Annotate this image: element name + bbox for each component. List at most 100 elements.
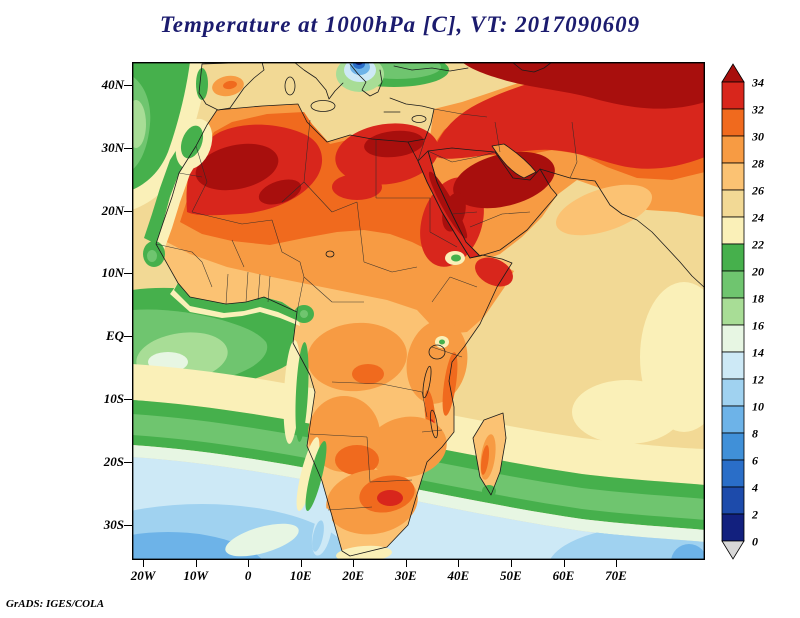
colorbar-label: 26 <box>751 184 764 198</box>
colorbar-segment <box>721 243 745 272</box>
lake-victoria <box>428 344 446 360</box>
lon-tick-label: 0 <box>244 568 252 583</box>
italy-coast <box>293 62 344 100</box>
colorbar-label: 28 <box>751 157 764 171</box>
lon-tick-label: 20W <box>130 568 156 583</box>
persian-gulf <box>492 144 536 178</box>
lat-tick-mark <box>124 336 132 338</box>
angola-coast-green-strip <box>295 342 309 442</box>
lon-tick-label: 60E <box>552 568 575 583</box>
lake-chad <box>325 250 335 258</box>
colorbar-label: 22 <box>751 238 764 252</box>
lon-tick-label: 30E <box>394 568 417 583</box>
lat-tick-mark <box>124 461 132 463</box>
colorbar-label: 34 <box>751 76 764 90</box>
lon-tick-mark <box>563 560 565 567</box>
colorbar-label: 16 <box>752 319 764 333</box>
black-sea-coast <box>393 65 469 72</box>
cyprus-coast <box>411 115 427 123</box>
colorbar-segment <box>721 81 745 110</box>
lon-tick-mark <box>195 560 197 567</box>
lat-tick-label: 30S <box>103 516 124 532</box>
iberia-landmass-outline <box>198 62 265 111</box>
colorbar-segment <box>721 432 745 461</box>
colorbar-label: 32 <box>751 103 764 117</box>
temperature-field-map <box>132 62 705 560</box>
greece-coast <box>349 63 383 97</box>
colorbar-label: 8 <box>752 427 758 441</box>
colorbar-segment <box>721 108 745 137</box>
colorbar-segment <box>721 135 745 164</box>
lat-tick-label: EQ <box>105 328 124 344</box>
colorbar-segment <box>721 297 745 326</box>
country-borders <box>155 108 578 511</box>
colorbar-label: 4 <box>751 481 758 495</box>
sicily-coast <box>310 100 336 112</box>
lat-tick-mark <box>124 85 132 86</box>
credit-text: GrADS: IGES/COLA <box>6 598 105 610</box>
colorbar-segment <box>721 216 745 245</box>
sahara-extreme-core <box>195 143 279 191</box>
lon-tick-mark <box>458 560 460 567</box>
lon-tick-mark <box>143 560 144 567</box>
colorbar-segment <box>721 405 745 434</box>
madagascar-outline <box>472 412 507 496</box>
lon-tick-label: 40E <box>447 568 470 583</box>
colorbar-label: 2 <box>751 508 758 522</box>
benguela-coast-strip <box>305 441 327 511</box>
colorbar-label: 24 <box>751 211 764 225</box>
colorbar-segment <box>721 378 745 407</box>
sardinia-coast <box>284 76 296 96</box>
lat-tick-label: 10S <box>103 391 124 407</box>
lat-tick-label: 30N <box>101 139 124 155</box>
colorbar-label: 6 <box>752 454 758 468</box>
lines-layer <box>132 62 705 560</box>
lon-tick-mark <box>510 560 512 567</box>
red-sea-outline <box>417 150 481 259</box>
colorbar-segment <box>721 270 745 299</box>
lat-tick-mark <box>124 147 132 149</box>
lat-tick-mark <box>124 524 132 526</box>
lon-tick-mark <box>353 560 355 567</box>
colorbar-arrow-top <box>721 63 745 83</box>
colorbar-segment <box>721 351 745 380</box>
colorbar-segment <box>721 189 745 218</box>
colorbar-segment <box>721 513 745 542</box>
lat-tick-label: 20S <box>103 453 124 469</box>
lake-tanganyika <box>422 365 432 399</box>
lon-tick-label: 20E <box>342 568 365 583</box>
map-frame <box>132 62 705 560</box>
caspian-coast <box>511 62 553 73</box>
somalia-red-spot <box>475 257 513 287</box>
persian-gulf-outline <box>491 143 537 179</box>
lon-tick-mark <box>248 560 250 567</box>
colorbar-segment <box>721 324 745 353</box>
lon-tick-label: 10E <box>289 568 312 583</box>
mideast-extreme-core <box>462 62 705 109</box>
colorbar-label: 14 <box>752 346 764 360</box>
colorbar-label: 12 <box>752 373 764 387</box>
colorbar-segment <box>721 486 745 515</box>
colorbar-arrow-bottom <box>721 540 745 560</box>
colorbar-label: 30 <box>751 130 764 144</box>
plot-title: Temperature at 1000hPa [C], VT: 20170906… <box>159 12 641 37</box>
lon-tick-label: 50E <box>500 568 522 583</box>
lon-tick-mark <box>616 560 617 567</box>
lat-tick-label: 20N <box>101 202 124 218</box>
lon-tick-label: 10W <box>183 568 208 583</box>
colorbar-segment <box>721 162 745 191</box>
lat-tick-mark <box>124 273 132 275</box>
lat-tick-label: 10N <box>101 265 124 281</box>
colorbar-segment <box>721 459 745 488</box>
guinea-coast-green-strip <box>174 283 297 320</box>
lon-tick-label: 70E <box>605 568 627 583</box>
iran-india-coast <box>539 168 705 289</box>
lon-tick-mark <box>405 560 407 567</box>
colorbar-label: 0 <box>752 535 758 549</box>
lat-tick-mark <box>124 210 132 212</box>
lon-tick-mark <box>300 560 302 567</box>
colorbar-label: 10 <box>752 400 764 414</box>
colorbar-label: 20 <box>751 265 764 279</box>
